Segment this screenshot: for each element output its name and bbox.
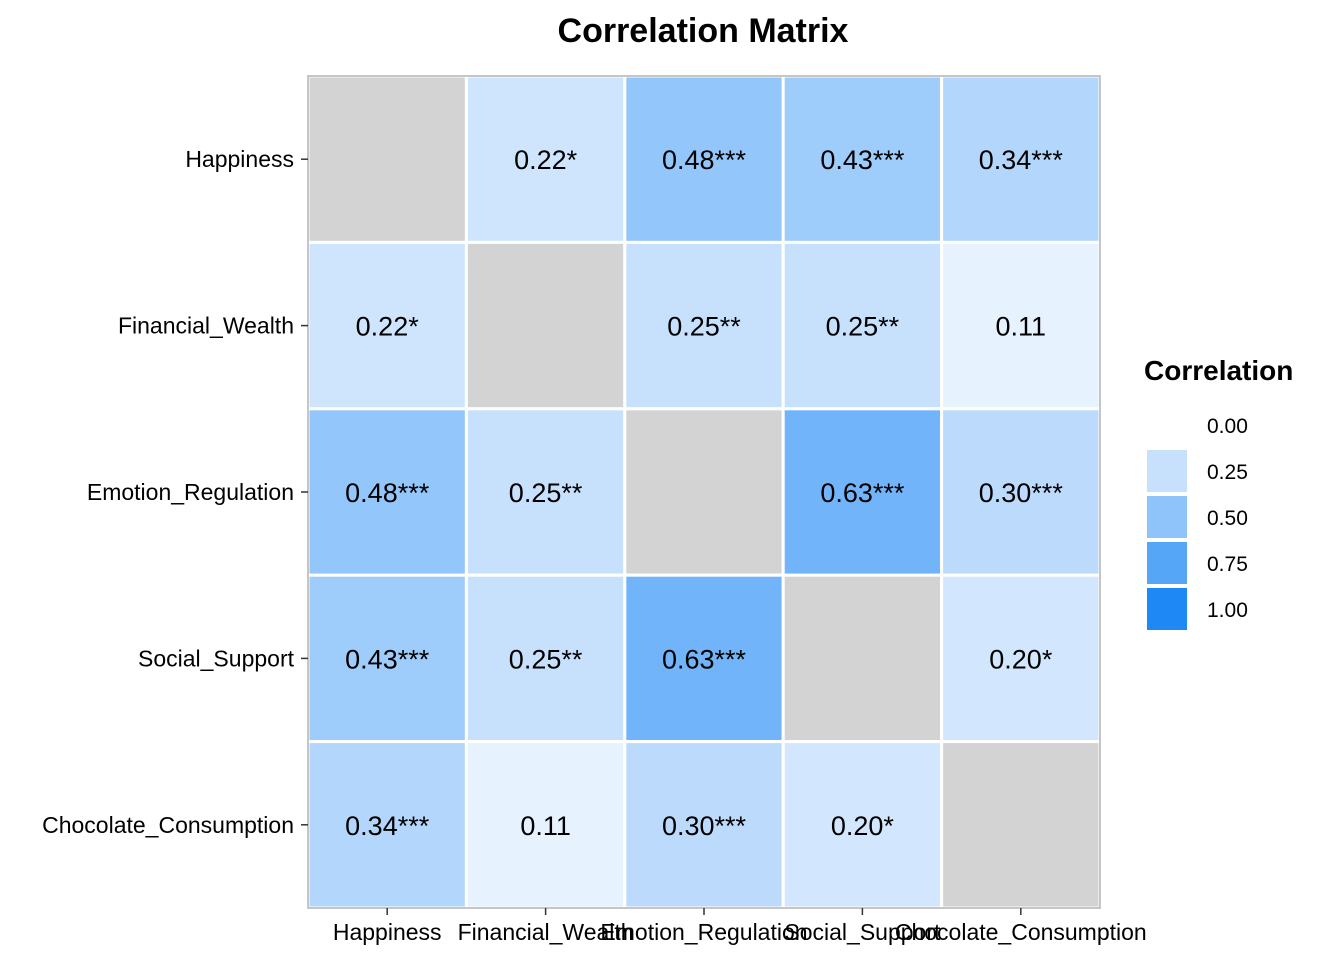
cell-label: 0.20* [989,644,1053,674]
legend-title: Correlation [1144,355,1293,386]
legend-key [1147,542,1187,584]
cell-label: 0.20* [831,811,895,841]
heatmap-cells [306,74,1102,910]
legend-keys: 0.00 0.25 0.50 0.75 1.00 [1147,404,1248,630]
heatmap-cell-financial-wealth-chocolate-consumption [940,240,1102,411]
heatmap-cell-chocolate-consumption-chocolate-consumption [940,740,1102,910]
y-axis: Happiness Financial_Wealth Emotion_Regulat… [42,146,308,838]
heatmap-cell-social-support-chocolate-consumption [940,573,1102,744]
cell-label: 0.22* [356,312,420,342]
x-tick-label-happiness: Happiness [333,919,442,945]
y-tick-label-financial-wealth: Financial_Wealth [118,313,294,339]
legend-key [1147,404,1187,446]
heatmap-cell-emotion-regulation-financial-wealth [464,407,627,577]
y-tick-label-emotion-regulation: Emotion_Regulation [87,479,294,505]
cell-label: 0.30*** [979,478,1064,508]
y-tick-label-chocolate-consumption: Chocolate_Consumption [42,812,294,838]
cell-label: 0.48*** [662,145,747,175]
y-tick-label-social-support: Social_Support [138,645,295,671]
x-tick-label-social-support: Social_Support [784,919,941,945]
legend: Correlation 0.00 0.25 0.50 0.75 1.00 [1144,355,1293,630]
heatmap-cell-happiness-financial-wealth [464,74,627,244]
x-tick-label-financial-wealth: Financial_Wealth [458,919,634,945]
cell-label: 0.25** [509,478,583,508]
legend-key [1147,450,1187,492]
legend-label: 0.25 [1207,461,1248,484]
chart-title: Correlation Matrix [558,12,849,50]
cell-label: 0.22* [514,145,578,175]
cell-label: 0.34*** [979,145,1064,175]
heatmap-cell-happiness-happiness [306,74,468,244]
heatmap-cell-chocolate-consumption-financial-wealth [464,740,627,910]
cell-label: 0.25** [509,644,583,674]
legend-key [1147,588,1187,630]
cell-label: 0.63*** [820,478,905,508]
heatmap-cell-chocolate-consumption-emotion-regulation [623,740,785,910]
legend-label: 0.50 [1207,507,1248,530]
cell-label: 0.11 [520,811,571,841]
x-tick-label-chocolate-consumption: Chocolate_Consumption [895,919,1147,945]
heatmap-cell-financial-wealth-emotion-regulation [623,240,785,411]
cell-label: 0.30*** [662,811,747,841]
heatmap-cell-social-support-financial-wealth [464,573,627,744]
cell-label: 0.43*** [820,145,905,175]
cell-label: 0.34*** [345,811,430,841]
legend-key [1147,496,1187,538]
heatmap-cell-social-support-emotion-regulation [623,573,785,744]
heatmap-cell-social-support-social-support [781,573,944,744]
legend-label: 0.75 [1207,553,1248,576]
cell-label: 0.25** [667,312,741,342]
heatmap-cell-labels: 0.22* 0.48*** 0.43*** 0.34*** 0.22* 0.25** 0.2… [345,145,1063,841]
legend-label: 0.00 [1207,415,1248,438]
heatmap-cell-chocolate-consumption-happiness [306,740,468,910]
legend-label: 1.00 [1207,599,1248,622]
cell-label: 0.43*** [345,644,430,674]
cell-label: 0.25** [826,312,900,342]
cell-label: 0.48*** [345,478,430,508]
x-axis: Happiness Financial_WealthEmotion_Regulat… [333,908,1147,945]
cell-label: 0.11 [996,312,1047,342]
heatmap-cell-emotion-regulation-social-support [781,407,944,577]
heatmap-cell-financial-wealth-financial-wealth [464,240,627,411]
x-tick-label-emotion-regulation: Emotion_Regulation [600,919,807,945]
heatmap-cell-emotion-regulation-emotion-regulation [623,407,785,577]
cell-label: 0.63*** [662,644,747,674]
y-tick-label-happiness: Happiness [185,146,294,172]
